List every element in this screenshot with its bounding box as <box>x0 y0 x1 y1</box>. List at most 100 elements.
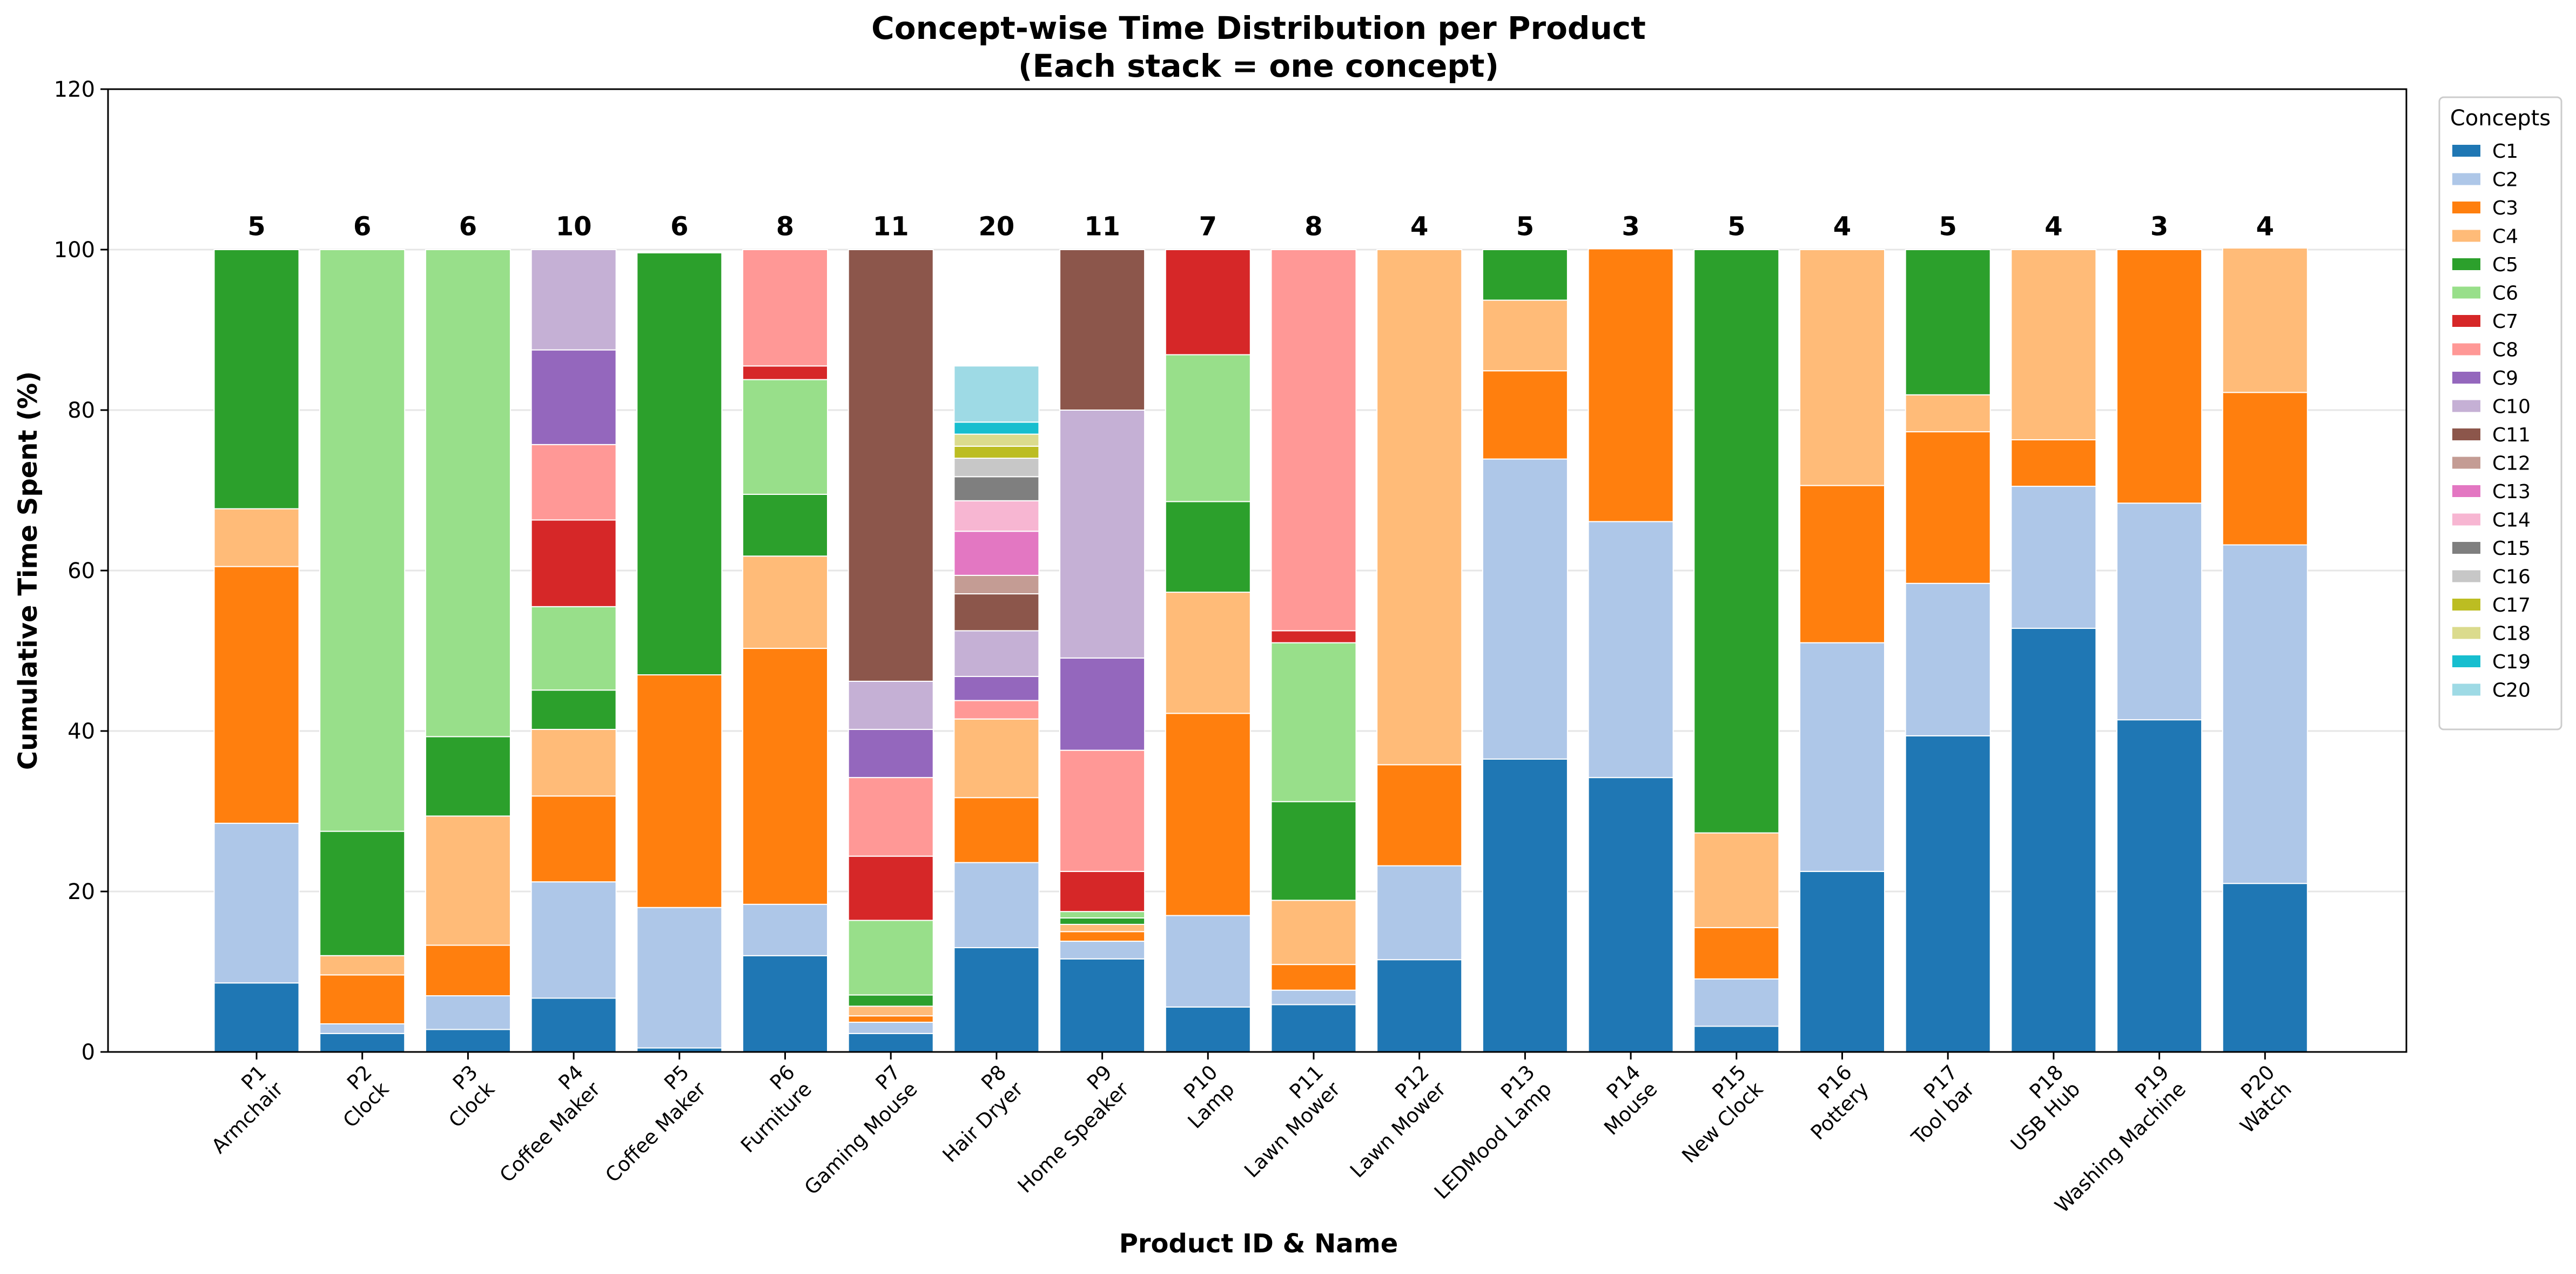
concept-count-label: 10 <box>556 211 592 242</box>
bar-segment-p9-c4 <box>1059 923 1146 933</box>
concept-count-label: 5 <box>1939 211 1956 242</box>
bar-segment-p13-c3 <box>1482 370 1568 460</box>
bar-stack-p17 <box>1905 249 1991 1053</box>
bar-segment-p14-c2 <box>1588 521 1674 779</box>
bar-segment-p9-c1 <box>1059 958 1146 1052</box>
bar-segment-p1-c2 <box>213 822 300 984</box>
bar-segment-p7-c5 <box>848 994 934 1007</box>
bar-segment-p8-c2 <box>953 862 1040 948</box>
bar-segment-p8-c15 <box>953 476 1040 501</box>
bar-segment-p4-c9 <box>530 349 617 445</box>
x-axis-label: Product ID & Name <box>1119 1229 1398 1259</box>
bar-segment-p18-c1 <box>2010 627 2097 1053</box>
y-tick-label: 120 <box>54 77 95 102</box>
legend-entry-c9: C9 <box>2492 367 2518 390</box>
bar-stack-p1 <box>213 249 300 1053</box>
bar-segment-p8-c12 <box>953 574 1040 595</box>
bar-segment-p20-c1 <box>2222 883 2308 1053</box>
bar-segment-p1-c4 <box>213 508 300 567</box>
bar-stack-p2 <box>319 249 406 1052</box>
y-tick-label: 20 <box>68 880 95 904</box>
chart-title: Concept-wise Time Distribution per Produ… <box>871 10 1646 46</box>
legend-swatch-c16 <box>2452 570 2480 582</box>
bar-segment-p11-c6 <box>1270 642 1357 802</box>
bar-segment-p14-c1 <box>1588 777 1674 1052</box>
y-tick-label: 100 <box>54 238 95 263</box>
legend-swatch-c6 <box>2452 286 2480 299</box>
bar-segment-p19-c1 <box>2116 719 2203 1052</box>
y-tick-label: 0 <box>82 1040 95 1065</box>
legend-entry-c12: C12 <box>2492 453 2531 475</box>
bar-segment-p9-c10 <box>1059 410 1146 659</box>
bar-segment-p16-c2 <box>1799 642 1885 872</box>
concept-count-label: 6 <box>353 211 371 242</box>
bar-stack-p12 <box>1376 249 1463 1052</box>
bar-segment-p10-c6 <box>1165 354 1251 502</box>
legend-swatch-c12 <box>2452 457 2480 469</box>
bar-segment-p11-c2 <box>1270 989 1357 1005</box>
bar-segment-p8-c20 <box>953 365 1040 423</box>
bar-segment-p11-c4 <box>1270 900 1357 965</box>
legend-entry-c16: C16 <box>2492 566 2531 588</box>
legend-entry-c14: C14 <box>2492 509 2531 532</box>
bar-stack-p13 <box>1482 249 1568 1052</box>
bar-stack-p20 <box>2222 247 2308 1053</box>
bar-segment-p9-c5 <box>1059 917 1146 925</box>
bar-segment-p3-c6 <box>425 249 511 737</box>
concept-count-label: 7 <box>1199 211 1217 242</box>
bar-stack-p14 <box>1588 248 1674 1052</box>
legend-swatch-c2 <box>2452 173 2480 185</box>
legend: Concepts C1 C2 C3 C4 C5 C6 C7 C8 C9 C10 C11 C12 C13 C… <box>2438 96 2562 730</box>
bar-segment-p2-c4 <box>319 955 406 976</box>
bar-segment-p15-c2 <box>1693 978 1780 1027</box>
y-tick-label: 60 <box>68 559 95 584</box>
bar-segment-p4-c4 <box>530 729 617 797</box>
legend-swatch-c15 <box>2452 542 2480 554</box>
legend-title: Concepts <box>2450 106 2551 131</box>
legend-entry-c18: C18 <box>2492 623 2531 645</box>
bar-segment-p7-c4 <box>848 1005 934 1017</box>
legend-entry-c19: C19 <box>2492 651 2531 673</box>
bar-segment-p1-c3 <box>213 566 300 824</box>
bar-segment-p4-c5 <box>530 689 617 730</box>
bar-segment-p8-c9 <box>953 676 1040 701</box>
legend-entry-c1: C1 <box>2492 140 2518 163</box>
bar-stack-p8 <box>953 365 1040 1052</box>
bar-segment-p13-c2 <box>1482 458 1568 760</box>
bar-segment-p4-c6 <box>530 606 617 691</box>
bar-segment-p20-c4 <box>2222 247 2308 393</box>
concept-count-label: 6 <box>670 211 688 242</box>
bar-segment-p15-c1 <box>1693 1025 1780 1052</box>
bar-segment-p6-c8 <box>742 249 828 367</box>
concept-count-label: 8 <box>776 211 794 242</box>
bar-segment-p8-c1 <box>953 947 1040 1052</box>
bar-segment-p9-c8 <box>1059 749 1146 872</box>
concept-count-label: 3 <box>1622 211 1639 242</box>
bar-segment-p3-c1 <box>425 1029 511 1053</box>
bar-segment-p11-c8 <box>1270 249 1357 632</box>
bar-segment-p8-c10 <box>953 630 1040 678</box>
legend-entry-c11: C11 <box>2492 424 2531 446</box>
bar-segment-p9-c6 <box>1059 911 1146 919</box>
bar-segment-p8-c18 <box>953 433 1040 447</box>
concept-count-label: 3 <box>2150 211 2168 242</box>
bar-segment-p4-c10 <box>530 249 617 351</box>
bar-segment-p20-c3 <box>2222 392 2308 546</box>
bar-segment-p8-c11 <box>953 593 1040 632</box>
bar-segment-p10-c4 <box>1165 592 1251 714</box>
bar-segment-p11-c5 <box>1270 801 1357 901</box>
bar-segment-p2-c1 <box>319 1032 406 1052</box>
bar-segment-p6-c5 <box>742 493 828 557</box>
bar-segment-p9-c11 <box>1059 249 1146 411</box>
bar-segment-p2-c6 <box>319 249 406 832</box>
bar-segment-p12-c3 <box>1376 764 1463 867</box>
bar-segment-p8-c3 <box>953 797 1040 863</box>
concept-count-label: 11 <box>873 211 909 242</box>
legend-swatch-c9 <box>2452 372 2480 384</box>
y-tick-label: 40 <box>68 719 95 744</box>
legend-swatch-c5 <box>2452 258 2480 270</box>
concept-count-label: 6 <box>459 211 477 242</box>
bar-segment-p19-c3 <box>2116 249 2203 504</box>
bar-segment-p17-c5 <box>1905 249 1991 395</box>
